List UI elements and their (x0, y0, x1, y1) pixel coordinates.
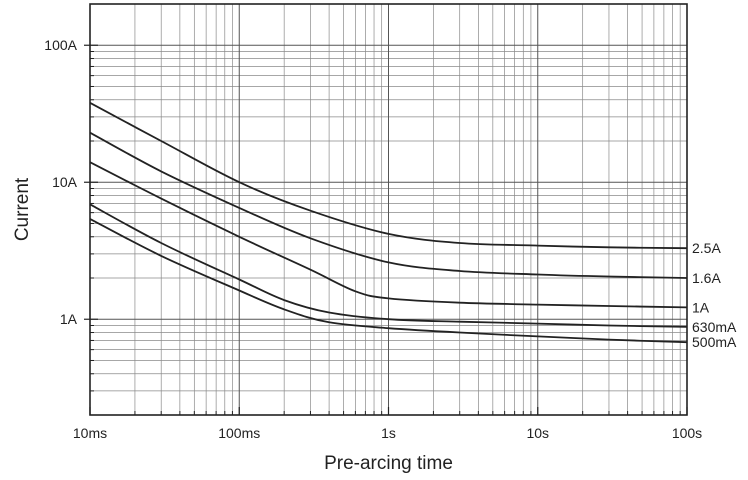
y-tick-label: 10A (52, 174, 78, 190)
x-tick-label: 100ms (218, 425, 260, 441)
series-lines (89, 102, 688, 344)
series-label: 2.5A (692, 240, 721, 256)
series-line (89, 161, 688, 309)
x-tick-label: 1s (381, 425, 396, 441)
series-label: 1.6A (692, 270, 721, 286)
series-label: 500mA (692, 334, 737, 350)
series-line (89, 203, 688, 328)
series-label: 630mA (692, 319, 737, 335)
series-line (89, 102, 688, 250)
series-line (89, 218, 688, 344)
axis-ticks (84, 3, 688, 416)
x-tick-label: 10s (526, 425, 549, 441)
series-label: 1A (692, 299, 710, 315)
y-tick-label: 100A (44, 37, 77, 53)
tick-labels: 10ms 100ms 1s 10s 100s 1A 10A 100A (44, 37, 702, 441)
y-axis-title: Current (12, 177, 33, 241)
y-tick-label: 1A (60, 311, 78, 327)
x-axis-title: Pre-arcing time (324, 453, 453, 474)
x-tick-label: 10ms (73, 425, 107, 441)
series-line (89, 131, 688, 279)
x-tick-label: 100s (672, 425, 702, 441)
